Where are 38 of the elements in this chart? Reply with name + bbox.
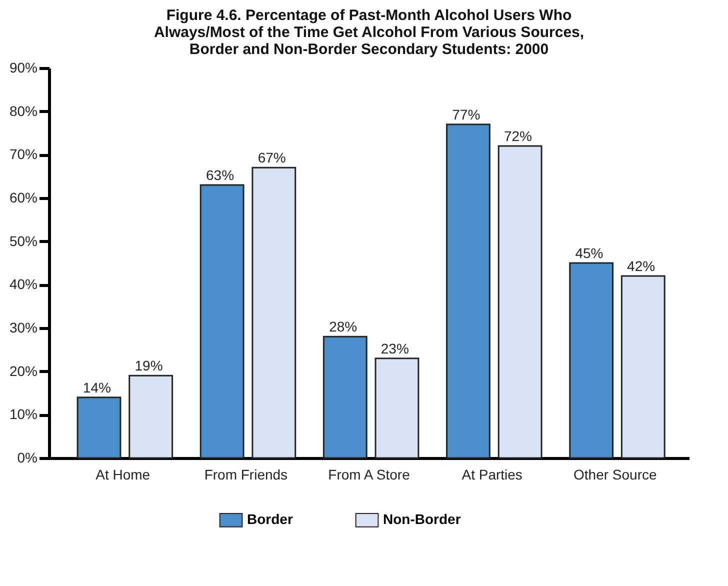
y-tick-label: 10%	[9, 406, 38, 422]
bar	[620, 275, 666, 459]
x-tick-label: From A Store	[328, 466, 410, 482]
bar	[128, 374, 174, 459]
data-label: 77%	[452, 106, 480, 122]
bar	[446, 124, 490, 459]
y-tick-label: 90%	[9, 60, 38, 76]
x-tick-label: Other Source	[574, 466, 657, 482]
legend-label: Border	[247, 511, 294, 528]
x-tick-label: From Friends	[204, 466, 288, 482]
bar	[498, 145, 542, 459]
bar	[76, 396, 122, 459]
y-tick-label: 70%	[9, 146, 38, 162]
data-label: 63%	[206, 167, 234, 183]
bar	[252, 166, 296, 459]
data-label: 67%	[258, 150, 286, 166]
x-tick-label: At Home	[96, 466, 150, 482]
y-tick-label: 60%	[9, 190, 38, 206]
data-label: 28%	[329, 318, 358, 335]
y-tick-label: 0%	[17, 450, 38, 466]
bar	[374, 358, 420, 459]
y-tick-label: 20%	[9, 362, 38, 379]
data-label: 14%	[82, 379, 111, 396]
data-label: 42%	[627, 258, 656, 274]
data-label: 72%	[504, 128, 532, 144]
y-tick-label: 50%	[9, 232, 38, 249]
chart-title: Figure 4.6. Percentage of Past-Month Alcohol Users Who Always/Most of the Time Get Alcohol From Various Sources, Border and Non-Border Secondary Students: 2000	[154, 7, 584, 58]
bar	[322, 336, 368, 459]
data-label: 23%	[380, 340, 409, 356]
y-tick-label: 30%	[9, 320, 38, 336]
data-label: 19%	[134, 358, 163, 374]
y-tick-label: 80%	[9, 102, 38, 119]
data-label: 45%	[575, 245, 604, 261]
bar	[200, 184, 244, 459]
legend-label: Non-Border	[383, 511, 462, 528]
x-tick-label: At Parties	[462, 466, 522, 482]
bar	[569, 262, 614, 459]
y-tick-label: 40%	[9, 276, 38, 292]
